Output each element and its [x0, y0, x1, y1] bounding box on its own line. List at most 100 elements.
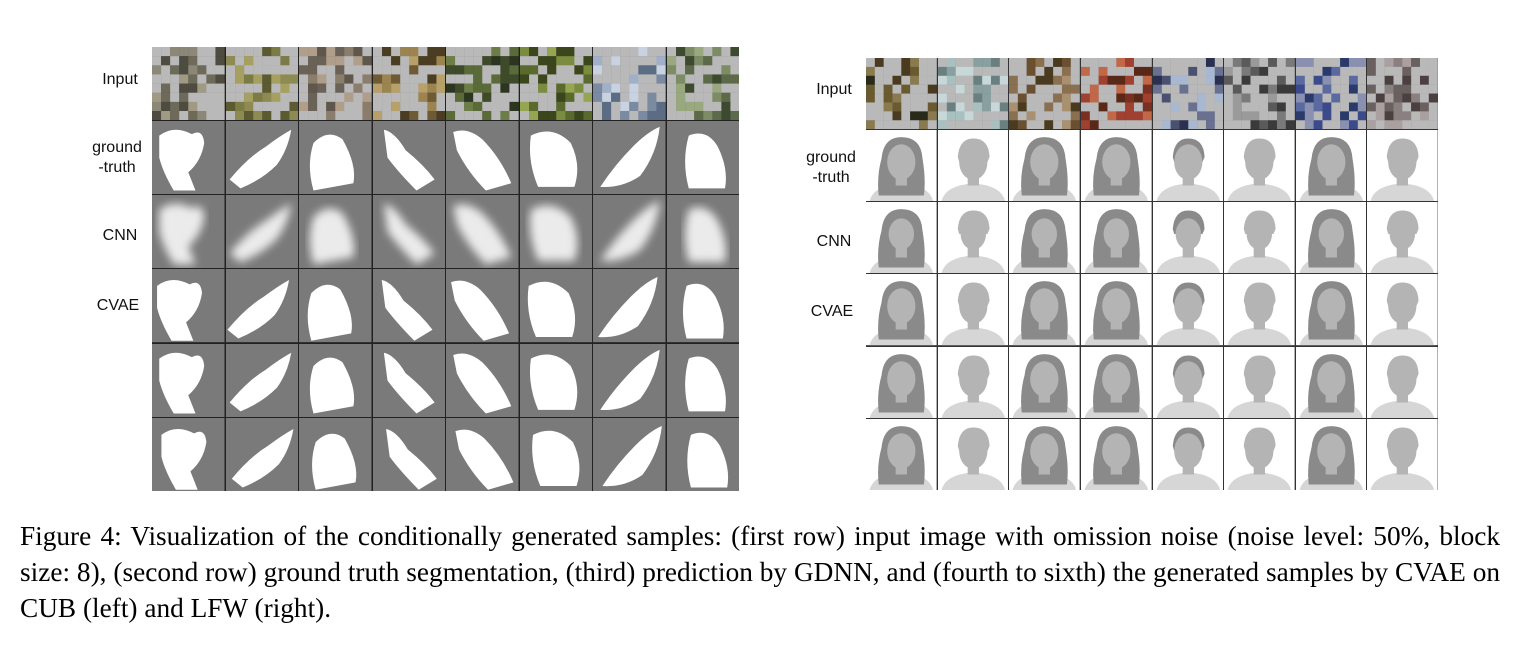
lfw-sample-tile	[1009, 130, 1080, 202]
lfw-sample-tile	[866, 202, 937, 274]
lfw-sample-tile	[1080, 418, 1152, 490]
lfw-sample-tile	[866, 130, 937, 202]
cub-sample-tile	[666, 343, 739, 417]
lfw-sample-tile	[1152, 202, 1224, 274]
lfw-row-label-input: Input	[816, 81, 852, 98]
lfw-sample-tile	[1009, 58, 1080, 130]
cub-sample-tile	[152, 417, 225, 491]
cub-sample-tile	[519, 417, 592, 491]
cub-sample-tile	[299, 343, 372, 417]
lfw-sample-tile	[1152, 418, 1224, 490]
lfw-sample-tile	[1295, 130, 1367, 202]
lfw-sample-tile	[1152, 274, 1224, 346]
cub-sample-tile	[519, 121, 592, 195]
cub-sample-tile	[593, 269, 666, 343]
lfw-sample-tile	[937, 58, 1009, 130]
lfw-sample-tile	[1367, 130, 1438, 202]
cub-sample-tile	[299, 47, 372, 121]
lfw-sample-tile	[1295, 274, 1367, 346]
cub-sample-tile	[593, 195, 666, 269]
cub-sample-tile	[225, 343, 298, 417]
cub-sample-tile	[225, 195, 298, 269]
lfw-row-label-ground-truth: ground -truth	[806, 149, 856, 186]
lfw-sample-tile	[937, 130, 1009, 202]
lfw-sample-tile	[866, 418, 937, 490]
cub-sample-tile	[299, 121, 372, 195]
cub-sample-tile	[666, 269, 739, 343]
lfw-sample-tile	[1367, 202, 1438, 274]
lfw-sample-tile	[937, 274, 1009, 346]
lfw-sample-tile	[1152, 346, 1224, 418]
cub-sample-tile	[666, 417, 739, 491]
lfw-sample-tile	[1295, 418, 1367, 490]
cub-sample-tile	[446, 343, 519, 417]
lfw-sample-tile	[1295, 346, 1367, 418]
cub-sample-tile	[372, 343, 445, 417]
cub-sample-tile	[152, 121, 225, 195]
lfw-sample-tile	[1224, 346, 1295, 418]
lfw-image-grid	[866, 58, 1438, 490]
lfw-row-label-cnn: CNN	[816, 233, 852, 250]
cub-sample-tile	[519, 195, 592, 269]
lfw-sample-tile	[1224, 130, 1295, 202]
cub-sample-tile	[152, 47, 225, 121]
cub-sample-tile	[225, 417, 298, 491]
lfw-sample-tile	[1152, 130, 1224, 202]
lfw-sample-tile	[1152, 58, 1224, 130]
cub-row-label-input: Input	[102, 71, 138, 88]
cub-sample-tile	[225, 269, 298, 343]
lfw-sample-tile	[1080, 346, 1152, 418]
cub-sample-tile	[666, 195, 739, 269]
cub-sample-tile	[519, 47, 592, 121]
cub-sample-tile	[519, 269, 592, 343]
lfw-sample-tile	[1224, 274, 1295, 346]
lfw-sample-tile	[1080, 202, 1152, 274]
cub-sample-tile	[372, 417, 445, 491]
lfw-sample-tile	[937, 346, 1009, 418]
cub-sample-tile	[519, 343, 592, 417]
cub-sample-tile	[152, 343, 225, 417]
cub-sample-tile	[299, 269, 372, 343]
cub-sample-tile	[152, 195, 225, 269]
cub-sample-tile	[593, 47, 666, 121]
lfw-sample-tile	[866, 58, 937, 130]
cub-sample-tile	[593, 343, 666, 417]
figure-caption: Figure 4: Visualization of the condition…	[20, 521, 1500, 623]
lfw-sample-tile	[1080, 130, 1152, 202]
cub-sample-tile	[299, 417, 372, 491]
lfw-sample-tile	[1009, 202, 1080, 274]
lfw-sample-tile	[937, 202, 1009, 274]
lfw-sample-tile	[937, 418, 1009, 490]
cub-sample-tile	[299, 195, 372, 269]
lfw-sample-tile	[1224, 58, 1295, 130]
cub-sample-tile	[593, 121, 666, 195]
lfw-sample-tile	[1367, 418, 1438, 490]
cub-sample-tile	[666, 47, 739, 121]
cub-sample-tile	[372, 269, 445, 343]
lfw-sample-tile	[1367, 274, 1438, 346]
cub-row-label-cnn: CNN	[102, 227, 138, 244]
cub-sample-tile	[225, 121, 298, 195]
lfw-sample-tile	[1295, 58, 1367, 130]
lfw-sample-tile	[1224, 418, 1295, 490]
cub-sample-tile	[446, 195, 519, 269]
lfw-sample-tile	[1080, 58, 1152, 130]
lfw-row-label-cvae: CVAE	[810, 303, 854, 320]
lfw-sample-tile	[1367, 346, 1438, 418]
cub-image-grid	[152, 47, 739, 491]
lfw-sample-tile	[1009, 418, 1080, 490]
cub-sample-tile	[372, 195, 445, 269]
cub-row-label-cvae: CVAE	[96, 297, 140, 314]
cub-sample-tile	[152, 269, 225, 343]
lfw-sample-tile	[1080, 274, 1152, 346]
lfw-sample-tile	[866, 346, 937, 418]
lfw-sample-tile	[1367, 58, 1438, 130]
cub-sample-tile	[446, 269, 519, 343]
cub-sample-tile	[225, 47, 298, 121]
lfw-sample-tile	[1295, 202, 1367, 274]
cub-sample-tile	[446, 47, 519, 121]
lfw-sample-tile	[1009, 274, 1080, 346]
cub-sample-tile	[666, 121, 739, 195]
cub-row-label-ground-truth: ground -truth	[92, 139, 142, 176]
cub-sample-tile	[446, 417, 519, 491]
